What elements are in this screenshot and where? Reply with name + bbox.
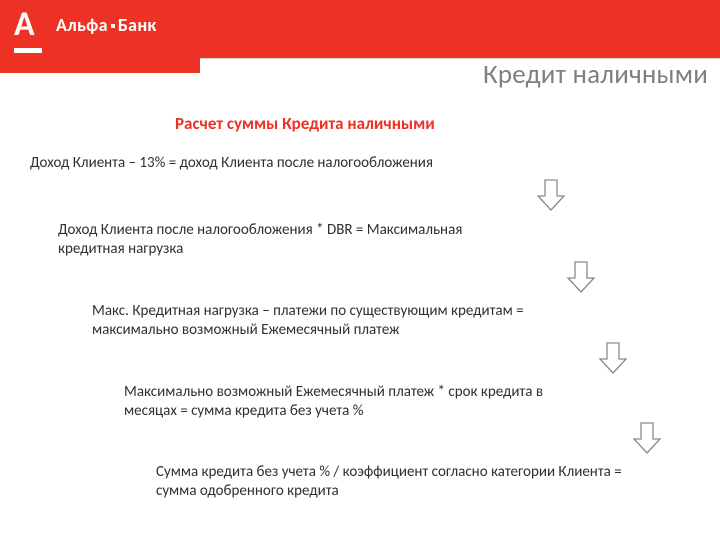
header: A АльфаБанк Кредит наличными — [0, 0, 720, 73]
separator-dot-icon — [111, 24, 115, 28]
step-text-5: Сумма кредита без учета % / коэффициент … — [156, 463, 626, 501]
step-text-1: Доход Клиента – 13% = доход Клиента посл… — [30, 154, 630, 173]
bank-name: Альфа Банк — [56, 14, 157, 36]
down-arrow-icon-3 — [598, 340, 628, 376]
logo-block: A Альфа Банк — [0, 0, 200, 73]
section-title: Расчет суммы Кредита наличными — [175, 113, 435, 134]
step-text-2: Доход Клиента после налогообложения * DB… — [58, 221, 528, 259]
slide-title: Кредит наличными — [483, 58, 708, 91]
bank-name-part2: Банк — [118, 14, 157, 36]
step-text-4: Максимально возможный Ежемесячный платеж… — [124, 383, 594, 421]
logo-underline-icon — [14, 48, 42, 53]
step-text-3: Макс. Кредитная нагрузка – платежи по су… — [92, 302, 562, 340]
down-arrow-icon-2 — [566, 259, 596, 295]
down-arrow-icon-4 — [632, 420, 662, 456]
down-arrow-icon-1 — [536, 177, 566, 213]
logo-letter: A — [14, 8, 35, 42]
title-strip — [200, 0, 720, 58]
bank-name-part1: Альфа — [56, 14, 108, 36]
